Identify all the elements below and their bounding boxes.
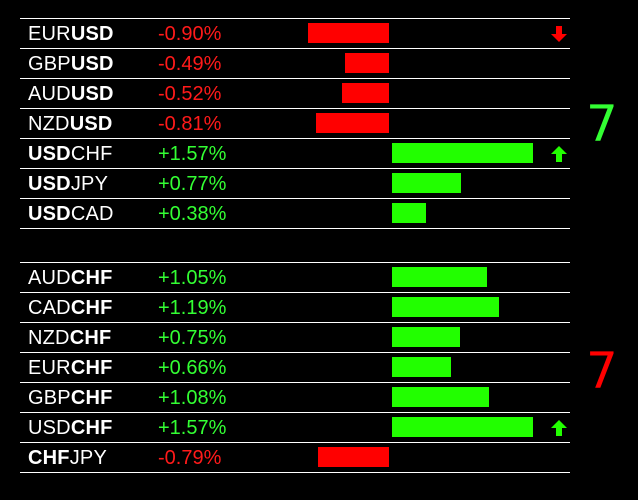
pair-label: NZDUSD: [28, 111, 113, 137]
pair-quote-currency: CHF: [70, 143, 113, 165]
pair-label: GBPCHF: [28, 385, 113, 411]
pair-label: AUDUSD: [28, 81, 114, 107]
pair-quote-currency: JPY: [70, 173, 109, 195]
chf-strength-group: AUDCHF +1.05% CADCHF +1.19% NZDCHF +0.75% EURC…: [20, 262, 570, 473]
pair-label: AUDCHF: [28, 265, 113, 291]
pair-label: USDJPY: [28, 171, 108, 197]
pair-quote-currency: USD: [70, 23, 114, 45]
pair-quote-currency: USD: [70, 53, 114, 75]
pair-row-nzdusd: NZDUSD -0.81%: [20, 108, 570, 138]
pair-quote-currency: CHF: [69, 327, 112, 349]
usd-strength-score: 7: [586, 95, 618, 153]
percent-change: +0.38%: [158, 203, 227, 225]
pair-quote-currency: CHF: [70, 267, 113, 289]
pair-base-currency: USD: [28, 143, 71, 165]
pair-row-nzdchf: NZDCHF +0.75%: [20, 322, 570, 352]
pair-row-cadchf: CADCHF +1.19%: [20, 292, 570, 322]
pair-base-currency: EUR: [28, 357, 71, 379]
percent-change: +0.75%: [158, 327, 227, 349]
chf-strength-score: 7: [586, 342, 618, 400]
pair-base-currency: CHF: [28, 447, 70, 469]
pair-row-chfjpy: CHFJPY -0.79%: [20, 442, 570, 473]
pair-row-usdjpy: USDJPY +0.77%: [20, 168, 570, 198]
percent-change: -0.49%: [158, 53, 222, 75]
pair-quote-currency: USD: [70, 83, 114, 105]
percent-change: +1.08%: [158, 387, 227, 409]
pair-base-currency: NZD: [28, 327, 70, 349]
pair-base-currency: AUD: [28, 83, 71, 105]
change-bar: [392, 297, 499, 317]
pair-base-currency: EUR: [28, 23, 71, 45]
percent-change: +1.57%: [158, 143, 227, 165]
pair-row-eurusd: EURUSD -0.90%: [20, 18, 570, 48]
arrow-up-icon: [551, 146, 567, 162]
percent-change: +0.77%: [158, 173, 227, 195]
pair-base-currency: USD: [28, 173, 71, 195]
pair-row-gbpusd: GBPUSD -0.49%: [20, 48, 570, 78]
pair-row-eurchf: EURCHF +0.66%: [20, 352, 570, 382]
pair-base-currency: GBP: [28, 53, 71, 75]
pair-quote-currency: JPY: [69, 447, 107, 469]
pair-base-currency: AUD: [28, 267, 71, 289]
pair-label: USDCHF: [28, 141, 113, 167]
pair-label: EURUSD: [28, 21, 114, 47]
change-bar: [345, 53, 389, 73]
arrow-down-icon: [551, 26, 567, 42]
percent-change: -0.52%: [158, 83, 222, 105]
percent-change: +0.66%: [158, 357, 227, 379]
change-bar: [392, 143, 533, 163]
change-bar: [342, 83, 389, 103]
change-bar: [392, 203, 426, 223]
pair-quote-currency: CHF: [70, 297, 113, 319]
percent-change: -0.81%: [158, 113, 222, 135]
pair-label: EURCHF: [28, 355, 113, 381]
pair-label: GBPUSD: [28, 51, 114, 77]
arrow-up-icon: [551, 420, 567, 436]
percent-change: -0.90%: [158, 23, 222, 45]
change-bar: [392, 357, 451, 377]
pair-base-currency: GBP: [28, 387, 71, 409]
pair-label: USDCAD: [28, 201, 114, 227]
pair-row-gbpchf: GBPCHF +1.08%: [20, 382, 570, 412]
pair-row-usdchf: USDCHF +1.57%: [20, 412, 570, 442]
pair-label: CHFJPY: [28, 445, 107, 471]
pair-label: CADCHF: [28, 295, 113, 321]
pair-row-usdchf: USDCHF +1.57%: [20, 138, 570, 168]
pair-base-currency: NZD: [28, 113, 70, 135]
percent-change: +1.05%: [158, 267, 227, 289]
percent-change: +1.19%: [158, 297, 227, 319]
pair-row-audchf: AUDCHF +1.05%: [20, 262, 570, 292]
change-bar: [392, 327, 460, 347]
pair-row-audusd: AUDUSD -0.52%: [20, 78, 570, 108]
change-bar: [392, 387, 489, 407]
pair-quote-currency: CHF: [70, 417, 113, 439]
pair-base-currency: USD: [28, 417, 71, 439]
pair-label: NZDCHF: [28, 325, 111, 351]
change-bar: [392, 267, 487, 287]
pair-quote-currency: CAD: [70, 203, 114, 225]
pair-quote-currency: CHF: [70, 357, 113, 379]
change-bar: [392, 417, 533, 437]
pair-quote-currency: USD: [69, 113, 113, 135]
pair-row-usdcad: USDCAD +0.38%: [20, 198, 570, 229]
percent-change: +1.57%: [158, 417, 227, 439]
change-bar: [316, 113, 389, 133]
pair-base-currency: USD: [28, 203, 71, 225]
pair-label: USDCHF: [28, 415, 113, 441]
change-bar: [308, 23, 389, 43]
pair-base-currency: CAD: [28, 297, 71, 319]
pair-quote-currency: CHF: [70, 387, 113, 409]
change-bar: [318, 447, 389, 467]
change-bar: [392, 173, 461, 193]
percent-change: -0.79%: [158, 447, 222, 469]
usd-strength-group: EURUSD -0.90% GBPUSD -0.49% AUDUSD -0.52% NZDU…: [20, 18, 570, 229]
